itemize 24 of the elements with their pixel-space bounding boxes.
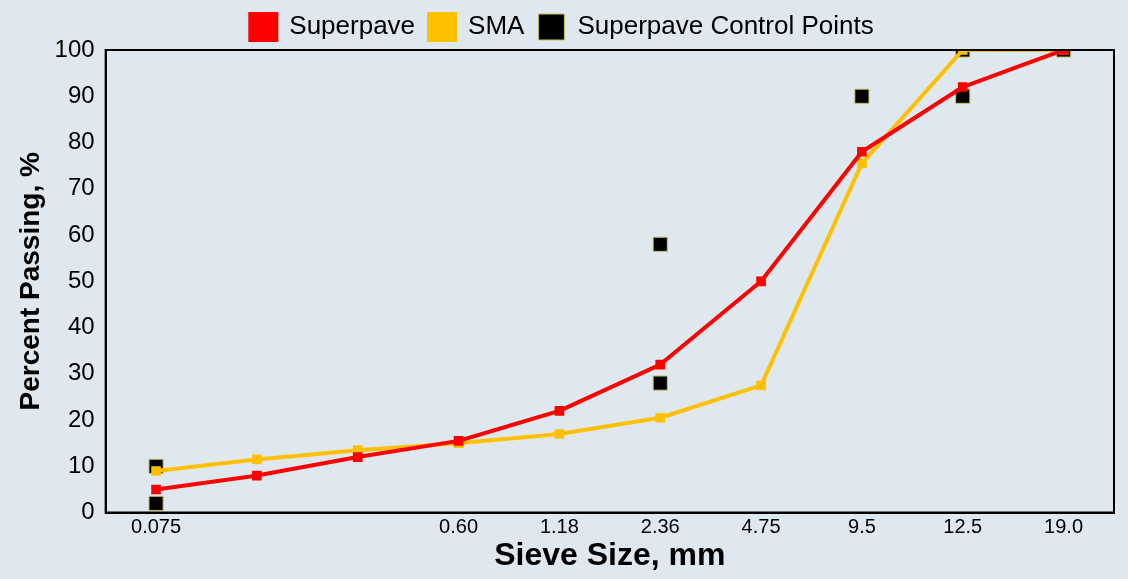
x-tick-label: 4.75 — [741, 515, 781, 538]
y-axis-title: Percent Passing, % — [13, 152, 45, 411]
x-tick-label: 0.60 — [439, 515, 479, 538]
y-tick-label: 10 — [67, 450, 95, 478]
legend-label: Superpave — [289, 10, 416, 41]
y-tick-label: 0 — [81, 497, 95, 525]
x-tick-label: 12.5 — [943, 515, 983, 538]
y-tick-label: 30 — [67, 358, 95, 386]
y-tick-label: 50 — [67, 265, 95, 293]
y-tick-label: 80 — [67, 127, 95, 155]
x-tick-label: 19.0 — [1044, 515, 1084, 538]
x-tick-label: 0.075 — [131, 515, 182, 538]
y-tick-label: 40 — [67, 312, 95, 340]
y-tick-label: 20 — [67, 404, 95, 432]
x-tick-label: 1.18 — [539, 515, 579, 538]
x-tick-label: 9.5 — [848, 515, 876, 538]
legend-label: Superpave Control Points — [577, 10, 874, 41]
y-tick-label: 60 — [67, 219, 95, 247]
legend-label: SMA — [468, 10, 526, 41]
x-axis-title: Sieve Size, mm — [494, 535, 726, 572]
x-tick-label: 2.36 — [640, 515, 680, 538]
y-tick-label: 90 — [67, 80, 95, 108]
y-tick-label: 100 — [54, 34, 95, 62]
y-tick-label: 70 — [67, 173, 95, 201]
